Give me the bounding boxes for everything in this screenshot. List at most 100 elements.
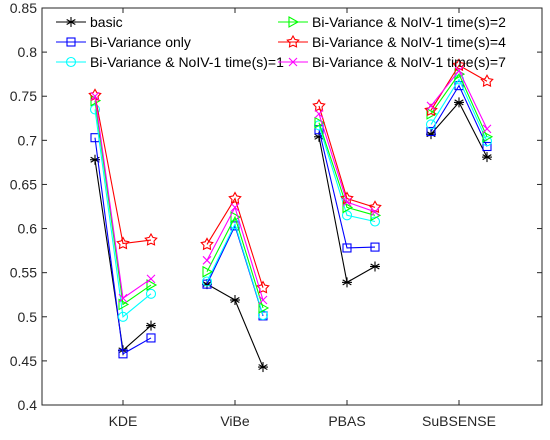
- series-line: [94, 109, 152, 318]
- data-point: [258, 362, 268, 373]
- data-point: [118, 293, 128, 303]
- data-point: [454, 97, 464, 108]
- legend-marker: [286, 34, 300, 48]
- data-point: [118, 298, 130, 311]
- data-point: [341, 210, 353, 221]
- data-point: [202, 255, 212, 265]
- y-tick-label: 0.8: [18, 44, 38, 60]
- y-tick-label: 0.4: [18, 397, 38, 413]
- series-layer: [88, 58, 494, 373]
- legend-marker: [66, 17, 76, 27]
- series-line: [206, 222, 264, 316]
- legend-entry: Bi-Variance & NoIV-1 time(s)=1: [56, 54, 284, 70]
- data-point: [146, 279, 158, 291]
- data-point: [202, 265, 214, 278]
- x-tick-label: PBAS: [328, 413, 365, 429]
- series-line: [94, 95, 152, 245]
- y-tick-label: 0.5: [18, 309, 38, 325]
- series-line: [206, 215, 264, 309]
- series-line: [430, 84, 488, 147]
- series-line: [318, 129, 376, 249]
- data-point: [201, 276, 213, 287]
- series-line: [94, 100, 152, 306]
- data-point: [342, 197, 352, 207]
- y-tick-label: 0.65: [10, 176, 37, 192]
- series-4: [88, 58, 494, 294]
- series-line: [430, 73, 488, 138]
- x-tick-label: KDE: [109, 413, 138, 429]
- legend-entry: Bi-Variance & NoIV-1 time(s)=2: [278, 14, 506, 30]
- data-point: [425, 119, 437, 130]
- legend: basic Bi-Variance only Bi-Variance & NoIV-…: [56, 14, 506, 70]
- series-line: [318, 105, 376, 208]
- y-tick-label: 0.7: [18, 132, 38, 148]
- y-tick-label: 0.6: [18, 221, 38, 237]
- legend-label: Bi-Variance & NoIV-1 time(s)=4: [312, 34, 506, 50]
- y-tick-label: 0.75: [10, 88, 37, 104]
- series-5: [90, 66, 492, 305]
- data-point: [230, 202, 240, 212]
- legend-marker: [288, 57, 298, 67]
- data-point: [368, 200, 382, 214]
- series-0: [90, 97, 492, 373]
- data-point: [258, 295, 268, 305]
- data-point: [116, 236, 130, 250]
- x-tick-label: SuBSENSE: [422, 413, 496, 429]
- data-point: [424, 103, 438, 117]
- data-point: [482, 152, 492, 163]
- data-point: [480, 74, 494, 88]
- legend-entry: Bi-Variance & NoIV-1 time(s)=4: [278, 34, 506, 50]
- legend-label: Bi-Variance only: [90, 34, 191, 50]
- data-point: [342, 277, 352, 288]
- data-point: [117, 311, 129, 322]
- data-point: [258, 302, 270, 314]
- legend-label: Bi-Variance & NoIV-1 time(s)=1: [90, 54, 284, 70]
- data-point: [146, 274, 156, 284]
- legend-marker: [66, 37, 76, 47]
- axes: 0.4 0.45 0.5 0.55 0.6 0.65 0.7 0.75 0.8 0.85 KDE Vi…: [10, 0, 542, 429]
- x-tick-label: ViBe: [220, 413, 250, 429]
- data-point: [342, 243, 352, 253]
- data-point: [482, 130, 494, 143]
- series-line: [206, 197, 264, 288]
- data-point: [454, 66, 464, 76]
- data-point: [426, 126, 436, 137]
- data-point: [482, 141, 492, 152]
- data-point: [314, 109, 324, 119]
- data-point: [145, 288, 157, 299]
- y-tick-label: 0.55: [10, 265, 37, 281]
- legend-label: Bi-Variance & NoIV-1 time(s)=2: [312, 14, 506, 30]
- legend-entry: basic: [56, 14, 123, 30]
- data-point: [230, 211, 242, 224]
- legend-entry: Bi-Variance only: [56, 34, 191, 50]
- series-line: [318, 122, 376, 216]
- data-point: [342, 201, 354, 214]
- data-point: [370, 207, 380, 217]
- legend-entry: Bi-Variance & NoIV-1 time(s)=7: [278, 54, 506, 70]
- y-tick-label: 0.85: [10, 0, 37, 16]
- data-point: [200, 237, 214, 251]
- legend-marker: [65, 56, 77, 68]
- data-point: [230, 295, 240, 306]
- data-point: [370, 242, 380, 252]
- legend-label: basic: [90, 14, 123, 30]
- data-point: [452, 58, 466, 72]
- legend-marker: [288, 16, 300, 28]
- legend-label: Bi-Variance & NoIV-1 time(s)=7: [312, 54, 506, 70]
- data-point: [426, 107, 438, 120]
- data-point: [118, 349, 128, 359]
- data-point: [312, 98, 326, 112]
- series-line: [430, 64, 488, 111]
- data-point: [482, 124, 492, 134]
- series-line: [430, 78, 488, 142]
- y-tick-label: 0.45: [10, 353, 37, 369]
- data-point: [314, 116, 326, 129]
- data-point: [146, 320, 156, 331]
- series-line: [94, 137, 152, 355]
- data-point: [426, 101, 436, 111]
- data-point: [369, 216, 381, 227]
- series-line: [318, 125, 376, 223]
- data-point: [228, 191, 242, 205]
